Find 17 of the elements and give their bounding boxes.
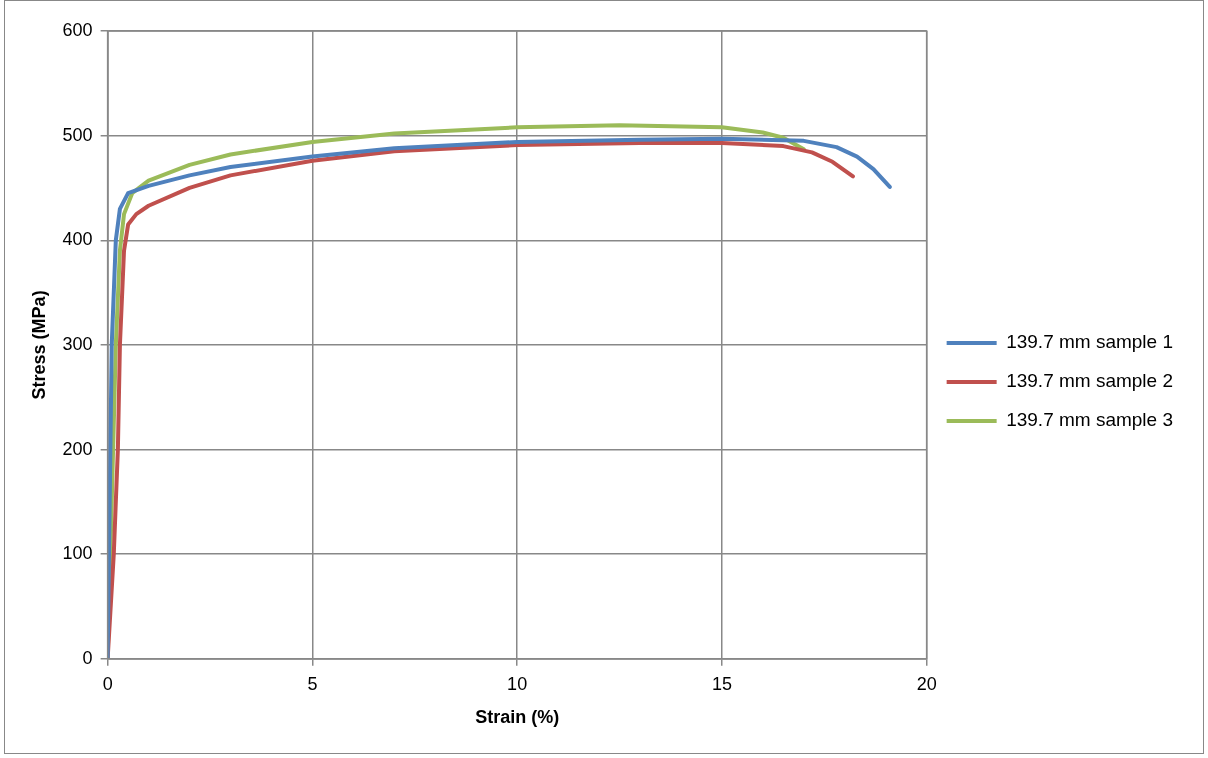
y-tick-label: 300 [62, 333, 93, 354]
y-tick-label: 0 [82, 647, 93, 668]
legend-label: 139.7 mm sample 2 [1006, 370, 1174, 392]
x-axis-title: Strain (%) [475, 707, 560, 728]
y-tick-label: 500 [62, 124, 93, 145]
y-tick-label: 200 [62, 438, 93, 459]
legend-label: 139.7 mm sample 1 [1006, 331, 1174, 353]
x-tick-label: 15 [711, 673, 732, 694]
x-tick-label: 20 [916, 673, 937, 694]
y-tick-label: 100 [62, 543, 93, 564]
x-tick-label: 10 [507, 673, 528, 694]
x-tick-label: 5 [307, 673, 318, 694]
x-tick-label: 0 [102, 673, 113, 694]
legend-label: 139.7 mm sample 3 [1006, 409, 1174, 431]
y-tick-label: 600 [62, 19, 93, 40]
y-axis-title: Stress (MPa) [28, 290, 49, 400]
y-tick-label: 400 [62, 229, 93, 250]
